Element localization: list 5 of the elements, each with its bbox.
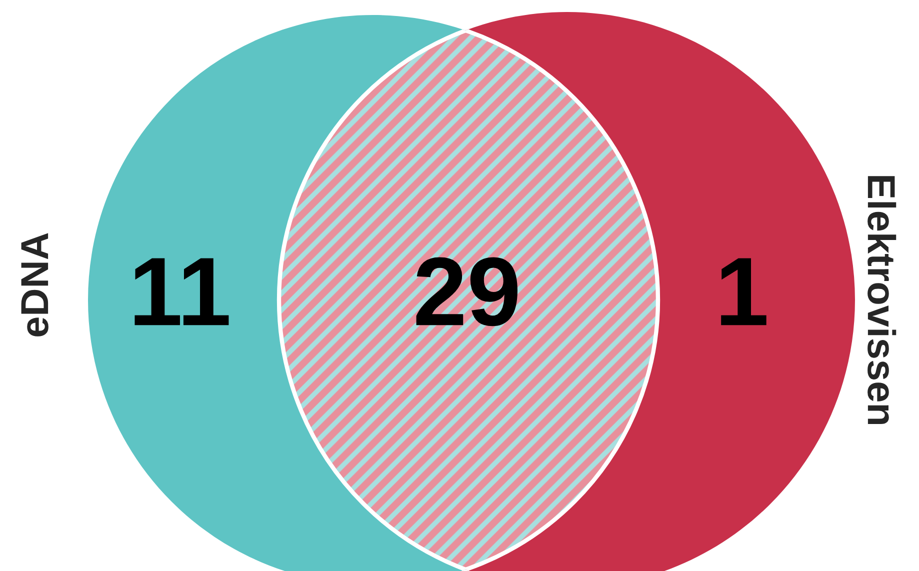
category-label: Elektrovissen (868, 176, 896, 424)
data-label: 29 (416, 257, 518, 326)
data-label: 1 (721, 258, 766, 326)
data-label: 11 (134, 258, 229, 326)
category-label: eDNA (21, 233, 48, 336)
